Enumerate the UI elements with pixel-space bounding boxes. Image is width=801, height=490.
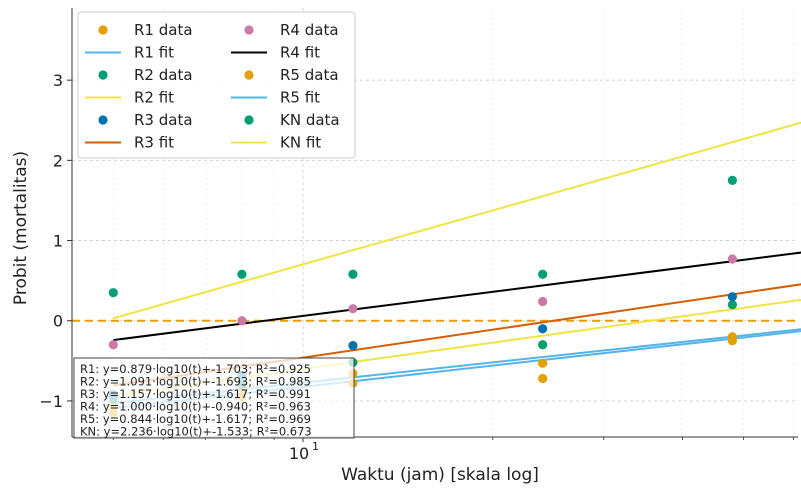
data-point-r2 [538,340,548,350]
legend-marker-r4-data [244,25,254,35]
legend-label-r4-fit: R4 fit [280,44,320,62]
data-point-r3 [727,292,737,302]
legend: R1 data R1 fit R2 data R2 fit R3 data R3 fit R… [77,11,356,159]
data-point-r4 [348,304,358,314]
data-point-r4 [727,254,737,264]
fit-line-kn [113,121,801,320]
legend-label-r4-data: R4 data [280,21,339,39]
legend-label-kn-fit: KN fit [280,134,321,152]
legend-label-r1-fit: R1 fit [134,44,174,62]
y-tick-label: 0 [53,312,63,331]
legend-marker-r2-data [98,70,108,80]
data-point-kn [108,288,118,298]
legend-label-r5-fit: R5 fit [280,89,320,107]
data-point-r3 [538,324,548,334]
legend-marker-r3-data [98,115,108,125]
y-axis-label: Probit (mortalitas) [11,151,31,305]
x-axis-label: Waktu (jam) [skala log] [341,465,539,485]
legend-label-kn-data: KN data [280,111,340,129]
data-point-kn [727,175,737,186]
fit-equation-4: R4: y=1.000·log10(t)+-0.940; R²=0.963 [80,400,311,414]
x-tick-label: 10 [289,444,309,463]
data-point-kn [348,269,358,279]
fit-equations-box: R1: y=0.879·log10(t)+-1.703; R²=0.925R2:… [73,357,355,439]
legend-marker-r5-data [244,70,254,80]
data-point-r3 [348,340,358,351]
fit-line-r4 [113,251,801,342]
data-point-r2 [727,300,737,310]
fit-equation-3: R3: y=1.157·log10(t)+-1.617; R²=0.991 [80,387,311,401]
fit-equation-5: R5: y=0.844·log10(t)+-1.617; R²=0.969 [80,412,311,426]
fit-equation-6: KN: y=2.236·log10(t)+-1.533; R²=0.673 [80,425,312,439]
data-point-kn [237,269,247,279]
legend-label-r1-data: R1 data [134,21,193,39]
y-tick-label: 1 [53,232,63,251]
data-point-r4 [538,296,548,307]
legend-marker-kn-data [244,115,254,125]
data-point-r5 [538,358,548,368]
data-point-r5 [727,332,737,342]
data-point-kn [538,269,548,279]
legend-label-r3-fit: R3 fit [134,134,174,152]
data-point-r1 [538,373,548,384]
y-tick-label: 2 [53,151,63,170]
legend-marker-r1-data [98,25,108,35]
y-tick-label: 3 [53,71,63,90]
legend-label-r2-fit: R2 fit [134,89,174,107]
legend-label-r3-data: R3 data [134,111,193,129]
legend-box [77,11,356,159]
y-tick-label: −1 [39,392,63,411]
fit-equation-1: R1: y=0.879·log10(t)+-1.703; R²=0.925 [80,362,311,376]
fit-equation-2: R2: y=1.091·log10(t)+-1.693; R²=0.985 [80,375,311,389]
data-point-r4 [108,340,118,350]
x-tick-exponent: 1 [312,440,319,453]
legend-label-r5-data: R5 data [280,66,339,84]
legend-label-r2-data: R2 data [134,66,193,84]
data-point-r4 [237,316,247,326]
fit-equations-frame [73,357,355,439]
